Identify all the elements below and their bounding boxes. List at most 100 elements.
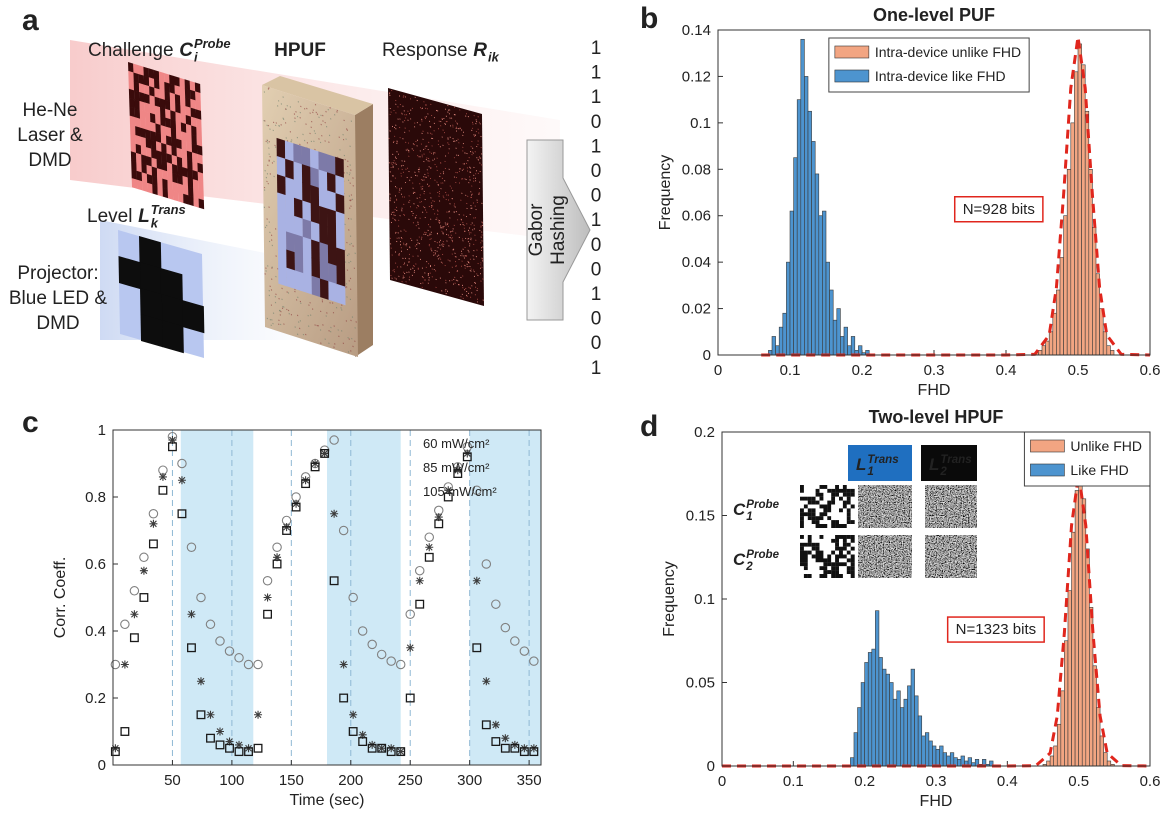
y-tick-label: 0.1 [690,115,711,132]
speckle [447,152,449,154]
x-tick-label: 0.4 [996,362,1017,379]
speckle [396,237,398,239]
qr-cell [811,524,816,528]
slab-cell [286,249,296,271]
qr-cell [827,504,832,509]
slab-speck [279,314,281,316]
qr-cell [831,496,836,501]
slab-cell [318,151,328,173]
slab-speck [294,120,296,123]
speckle [429,192,431,194]
speckle [468,182,470,184]
slab-speck [343,154,345,157]
speckle [440,125,442,127]
speckle [407,119,409,121]
marker [205,619,216,630]
pattern-cell [118,256,141,290]
pattern-cell [151,175,158,187]
qr-cell [827,500,832,505]
speckle [419,106,421,109]
pattern-cell [138,82,145,94]
slab-speck [272,129,274,132]
pattern-cell [176,147,183,159]
pattern-cell [146,155,152,167]
slab-speck [316,324,318,327]
histogram-bar [1056,723,1062,767]
qr-cell [815,516,820,521]
qr-cell [811,535,816,539]
speckle [475,180,477,182]
slab-speck [309,301,311,304]
speckle [428,185,430,187]
y-tick-label: 0.4 [85,623,106,640]
slab-speck [264,169,266,172]
speckle [390,111,392,113]
slab-speck [313,140,315,143]
speckle [471,207,473,209]
pattern-cell [131,178,138,189]
qr-cell [800,558,804,563]
slab-speck [306,142,308,144]
histogram-bar [921,735,926,767]
marker [529,747,539,757]
slab-speck [341,304,343,306]
slab-speck [289,131,291,133]
histogram-bar [960,755,965,767]
speckle [391,254,393,256]
qr-cell [839,546,843,551]
speckle [437,232,438,234]
marker [491,599,501,609]
subscript: 2 [745,561,753,573]
marker [158,485,168,495]
qr-cell [842,554,847,559]
speckle [458,258,460,261]
qr-cell [800,535,804,539]
hashing-arrow [526,139,591,321]
marker [414,565,425,576]
speckle [392,165,394,167]
pattern-cell [188,195,194,207]
speckle [445,282,447,284]
bit: 0 [591,186,602,207]
speckle [471,185,473,187]
speckle [389,92,391,94]
pattern-cell [150,130,157,142]
speckle [455,120,457,122]
x-tick-label: 0.4 [997,773,1018,790]
qr-cell [839,492,843,497]
legend-label: Unlike FHD [1070,438,1142,454]
speckle [401,207,403,209]
speckle [417,155,419,157]
speckle [469,287,471,289]
speckle [401,281,403,283]
histogram-bar [889,682,894,767]
qr-cell [811,492,816,497]
speckle [429,151,431,153]
histogram-bar [1078,473,1083,767]
speckle [399,126,401,129]
slab-speck [320,114,322,117]
slab-speck [348,173,351,176]
speckle [477,143,479,146]
slab-speck [320,310,322,313]
pattern-cell [134,117,141,128]
pattern-cell [197,171,204,183]
marker [338,525,349,536]
slab-speck [271,278,273,280]
speckle [429,160,431,162]
pattern-cell [140,136,147,148]
marker [434,513,443,522]
speckle [442,245,444,247]
pattern-cell [177,183,184,195]
speckle [456,126,457,128]
speckle [394,186,396,188]
qr-cell [835,558,840,563]
slab-speck [312,111,314,114]
speckle [466,202,468,205]
speckle [471,193,473,195]
marker [500,622,511,633]
pattern-cell [195,100,202,112]
slab-speck [283,306,285,308]
speckle [430,197,432,199]
qr-cell [811,554,816,559]
